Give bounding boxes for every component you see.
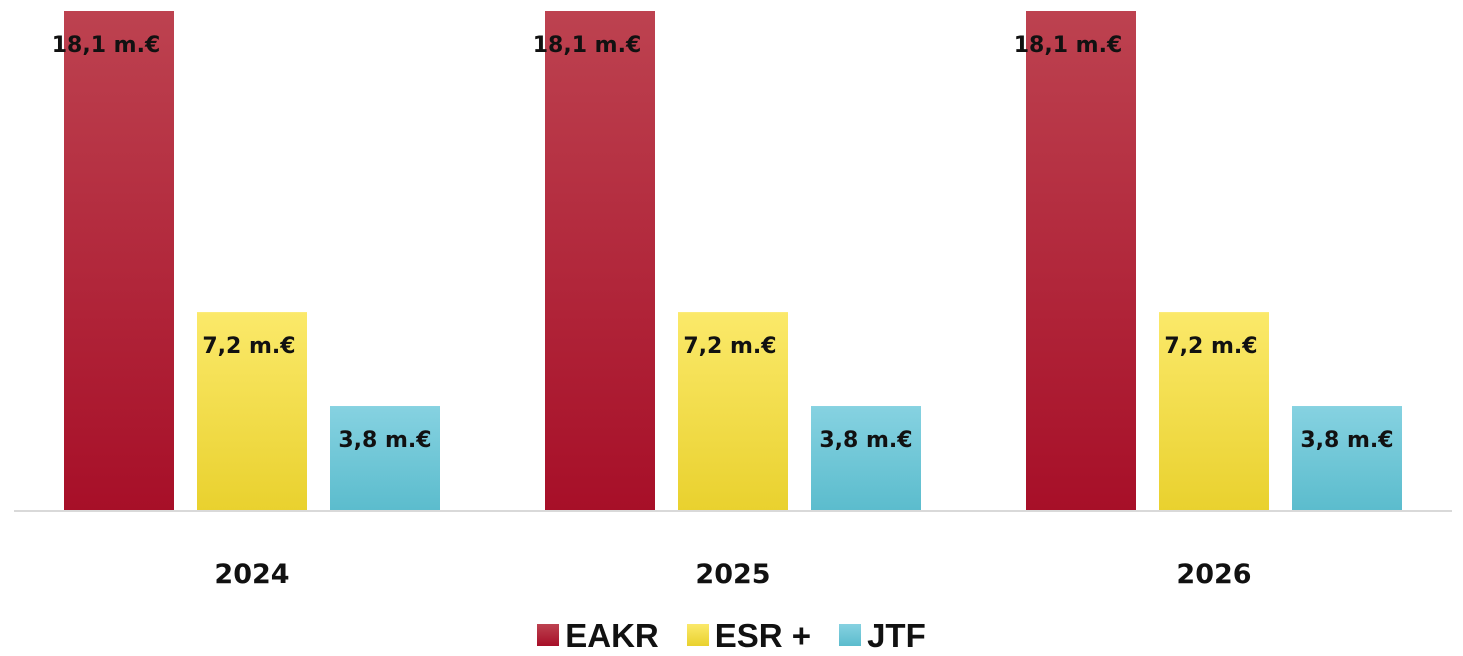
legend-swatch-esr <box>686 624 709 646</box>
legend-label-esr: ESR + <box>714 616 812 654</box>
data-label-jtf-2026: 3,8 m.€ <box>1300 428 1393 453</box>
legend-label-jtf: JTF <box>867 616 926 654</box>
bar-esr-2024 <box>197 312 307 511</box>
bar-eakr-2026 <box>1026 11 1136 511</box>
legend-item-esr: ESR + <box>686 616 812 654</box>
legend-swatch-eakr <box>537 624 560 646</box>
data-label-esr-2025: 7,2 m.€ <box>683 334 776 359</box>
data-labels-layer: 18,1 m.€ 7,2 m.€ 3,8 m.€ 18,1 m.€ 7,2 m.€ 3,8… <box>52 33 1394 453</box>
category-label-2026: 2026 <box>1176 559 1251 590</box>
category-label-2025: 2025 <box>695 559 770 590</box>
legend-item-jtf: JTF <box>839 619 926 652</box>
legend: EAKR ESR + JTF <box>0 614 1463 656</box>
bar-jtf-2024 <box>330 406 440 511</box>
data-label-esr-2026: 7,2 m.€ <box>1164 334 1257 359</box>
category-label-2024: 2024 <box>214 559 289 590</box>
data-label-jtf-2025: 3,8 m.€ <box>819 428 912 453</box>
data-label-eakr-2026: 18,1 m.€ <box>1014 33 1123 58</box>
legend-swatch-jtf <box>839 624 862 646</box>
legend-item-eakr: EAKR <box>537 619 659 652</box>
bar-esr-2026 <box>1159 312 1269 511</box>
bar-jtf-2025 <box>811 406 921 511</box>
bars-layer <box>64 11 1402 511</box>
data-label-eakr-2024: 18,1 m.€ <box>52 33 161 58</box>
bar-chart: 18,1 m.€ 7,2 m.€ 3,8 m.€ 18,1 m.€ 7,2 m.€ 3,8… <box>14 11 1452 590</box>
legend-label-eakr: EAKR <box>565 616 659 654</box>
data-label-jtf-2024: 3,8 m.€ <box>338 428 431 453</box>
bar-eakr-2024 <box>64 11 174 511</box>
bar-jtf-2026 <box>1292 406 1402 511</box>
bar-esr-2025 <box>678 312 788 511</box>
data-label-esr-2024: 7,2 m.€ <box>202 334 295 359</box>
bar-eakr-2025 <box>545 11 655 511</box>
data-label-eakr-2025: 18,1 m.€ <box>533 33 642 58</box>
category-labels-layer: 2024 2025 2026 <box>214 559 1251 590</box>
